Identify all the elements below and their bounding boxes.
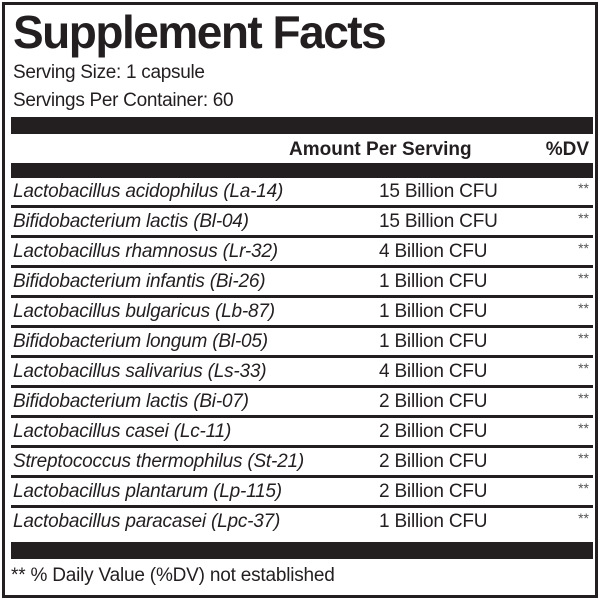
ingredient-dv: **: [578, 210, 589, 226]
ingredient-name: Lactobacillus paracasei (Lpc-37): [13, 511, 281, 532]
ingredient-amount: 4 Billion CFU: [379, 361, 488, 382]
ingredient-dv: **: [578, 300, 589, 316]
ingredient-row: Bifidobacterium lactis (Bl-04) 15 Billion…: [11, 208, 593, 238]
label-title: Supplement Facts: [13, 6, 387, 58]
ingredient-amount: 4 Billion CFU: [379, 241, 488, 262]
ingredient-amount: 2 Billion CFU: [379, 451, 488, 472]
ingredient-name: Bifidobacterium infantis (Bi-26): [13, 271, 266, 292]
ingredient-name: Bifidobacterium lactis (Bl-04): [13, 211, 249, 232]
divider-header: [11, 163, 593, 178]
ingredient-name: Lactobacillus salivarius (Ls-33): [13, 361, 267, 382]
ingredient-name: Lactobacillus casei (Lc-11): [13, 421, 232, 442]
ingredient-row: Lactobacillus paracasei (Lpc-37) 1 Billio…: [11, 508, 593, 535]
ingredient-row: Bifidobacterium lactis (Bi-07) 2 Billion …: [11, 388, 593, 418]
ingredient-dv: **: [578, 180, 589, 196]
header-dv: %DV: [545, 139, 589, 160]
ingredient-row: Lactobacillus bulgaricus (Lb-87) 1 Billio…: [11, 298, 593, 328]
ingredient-amount: 1 Billion CFU: [379, 271, 488, 292]
ingredient-name: Lactobacillus rhamnosus (Lr-32): [13, 241, 278, 262]
ingredient-row: Lactobacillus plantarum (Lp-115) 2 Billio…: [11, 478, 593, 508]
ingredient-amount: 15 Billion CFU: [379, 181, 498, 202]
ingredient-dv: **: [578, 390, 589, 406]
ingredient-amount: 1 Billion CFU: [379, 301, 488, 322]
ingredient-row: Lactobacillus salivarius (Ls-33) 4 Billio…: [11, 358, 593, 388]
ingredient-dv: **: [578, 450, 589, 466]
ingredient-name: Lactobacillus acidophilus (La-14): [13, 181, 284, 202]
ingredient-amount: 2 Billion CFU: [379, 391, 488, 412]
ingredient-dv: **: [578, 480, 589, 496]
ingredient-dv: **: [578, 330, 589, 346]
ingredient-name: Streptococcus thermophilus (St-21): [13, 451, 304, 472]
ingredient-dv: **: [578, 420, 589, 436]
ingredient-row: Lactobacillus rhamnosus (Lr-32) 4 Billion…: [11, 238, 593, 268]
ingredient-name: Lactobacillus bulgaricus (Lb-87): [13, 301, 275, 322]
ingredient-dv: **: [578, 510, 589, 526]
ingredient-list: Lactobacillus acidophilus (La-14) 15 Bill…: [11, 178, 593, 535]
ingredient-row: Streptococcus thermophilus (St-21) 2 Bill…: [11, 448, 593, 478]
ingredient-amount: 1 Billion CFU: [379, 331, 488, 352]
ingredient-row: Lactobacillus acidophilus (La-14) 15 Bill…: [11, 178, 593, 208]
ingredient-amount: 1 Billion CFU: [379, 511, 488, 532]
ingredient-dv: **: [578, 240, 589, 256]
ingredient-dv: **: [578, 270, 589, 286]
ingredient-name: Lactobacillus plantarum (Lp-115): [13, 481, 282, 502]
servings-per-container: Servings Per Container: 60: [13, 90, 234, 111]
ingredient-amount: 2 Billion CFU: [379, 481, 488, 502]
divider-thick-bottom: [11, 542, 593, 559]
ingredient-row: Lactobacillus casei (Lc-11) 2 Billion CFU…: [11, 418, 593, 448]
footnote: ** % Daily Value (%DV) not established: [11, 565, 335, 586]
ingredient-amount: 15 Billion CFU: [379, 211, 498, 232]
header-amount: Amount Per Serving: [289, 139, 472, 160]
ingredient-dv: **: [578, 360, 589, 376]
ingredient-name: Bifidobacterium lactis (Bi-07): [13, 391, 249, 412]
ingredient-name: Bifidobacterium longum (Bl-05): [13, 331, 268, 352]
ingredient-row: Bifidobacterium longum (Bl-05) 1 Billion …: [11, 328, 593, 358]
serving-size: Serving Size: 1 capsule: [13, 62, 205, 83]
ingredient-row: Bifidobacterium infantis (Bi-26) 1 Billio…: [11, 268, 593, 298]
ingredient-amount: 2 Billion CFU: [379, 421, 488, 442]
divider-thick-top: [11, 117, 593, 134]
